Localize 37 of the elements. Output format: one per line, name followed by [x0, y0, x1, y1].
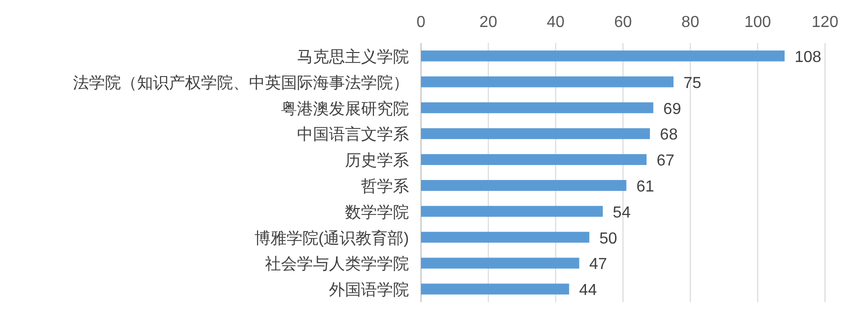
bar: [421, 258, 580, 269]
x-tick-label: 20: [479, 14, 498, 31]
y-tick-label: 博雅学院(通识教育部): [254, 229, 409, 248]
x-tick-label: 80: [681, 14, 700, 31]
y-tick-label: 历史学系: [345, 152, 409, 170]
bar: [421, 284, 570, 294]
x-tick-label: 60: [614, 14, 632, 31]
data-label: 75: [684, 74, 702, 92]
x-tick-label: 40: [546, 14, 565, 31]
bar: [421, 206, 603, 217]
bar: [421, 154, 647, 165]
bar: [421, 128, 650, 140]
data-label: 67: [656, 152, 674, 170]
data-label: 108: [794, 48, 822, 66]
bar: [421, 102, 654, 114]
y-tick-label: 哲学系: [361, 177, 409, 196]
y-tick-label: 社会学与人类学学院: [265, 255, 409, 274]
data-label: 69: [663, 100, 682, 118]
y-tick-label: 中国语言文学系: [297, 126, 409, 144]
data-label: 68: [660, 126, 678, 144]
y-tick-label: 法学院（知识产权学院、中英国际海事法学院）: [73, 74, 409, 92]
bar: [421, 232, 590, 243]
y-tick-label: 数学学院: [345, 203, 409, 222]
x-tick-label: 100: [744, 14, 772, 31]
bar: [421, 180, 626, 191]
data-label: 50: [599, 230, 618, 248]
bar: [421, 50, 785, 62]
y-tick-label: 外国语学院: [329, 281, 409, 300]
data-label: 47: [589, 256, 608, 274]
bar: [421, 76, 674, 88]
data-label: 44: [579, 282, 598, 300]
data-label: 54: [612, 204, 631, 222]
x-tick-label: 0: [416, 14, 426, 31]
data-label: 61: [636, 178, 654, 196]
x-tick-label: 120: [812, 14, 838, 31]
y-tick-label: 马克思主义学院: [297, 48, 409, 66]
y-tick-label: 粤港澳发展研究院: [281, 100, 409, 118]
